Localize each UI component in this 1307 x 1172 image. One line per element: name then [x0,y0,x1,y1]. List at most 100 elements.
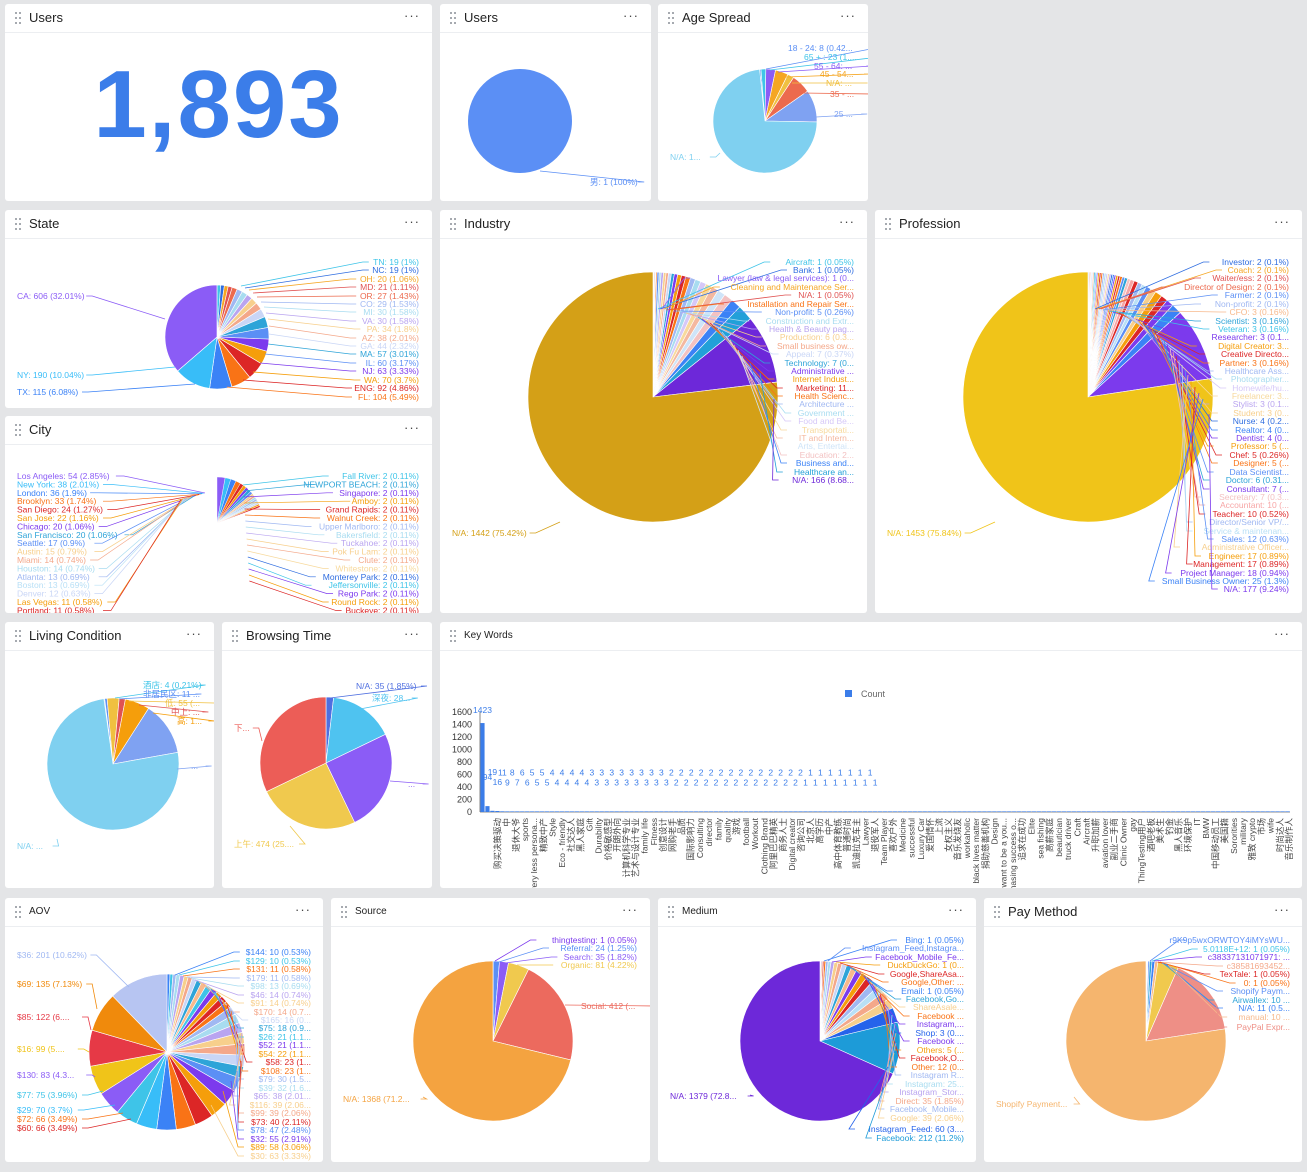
bar [1230,811,1235,812]
medium-pie-chart[interactable]: Bing: 1 (0.05%)Instagram_Feed,Instagra..… [658,927,976,1162]
x-tick-label: aviation lover [1100,818,1110,868]
bar [525,811,530,812]
profession-pie-chart[interactable]: Investor: 2 (0.1%)Coach: 2 (0.1%)Waiter/… [875,239,1302,613]
more-options-icon[interactable]: ··· [404,8,420,23]
label-line [90,492,203,495]
drag-handle-icon[interactable] [450,12,458,24]
more-options-icon[interactable]: ··· [948,902,964,917]
card-header: Industry ··· [440,210,867,239]
state-pie-chart[interactable]: TN: 19 (1%)NC: 19 (1%)OH: 20 (1.06%)MD: … [5,239,432,408]
users-pie-chart[interactable]: 男: 1 (100%) [440,33,651,201]
city-pie-chart[interactable]: Los Angeles: 54 (2.85%)New York: 38 (2.0… [5,445,432,613]
data-label: OR: 27 (1.43%) [360,291,419,301]
pay-method-pie-chart[interactable]: r9K9p5wxORWTOY4iMYsWU...5.0118E+12: 1 (0… [984,927,1302,1162]
more-options-icon[interactable]: ··· [186,626,202,641]
data-label: Director/Senior VP/... [1209,517,1289,527]
data-label: Digital Creator: 3... [1218,341,1289,351]
more-options-icon[interactable]: ··· [404,420,420,435]
city-label: NEWPORT BEACH: 2 (0.11%) [303,479,419,489]
y-tick-label: 1600 [452,707,472,717]
label-line [855,969,906,1008]
x-tick-label: 市场 [1256,818,1266,835]
more-options-icon[interactable]: ··· [840,8,856,23]
data-label: Waiter/ess: 2 (0.1%) [1212,273,1289,283]
label-line [389,780,429,785]
y-tick-label: 600 [457,770,472,780]
drag-handle-icon[interactable] [15,12,23,24]
city-label: San Diego: 24 (1.27%) [17,505,103,515]
drag-handle-icon[interactable] [341,906,349,918]
browsing-time-pie-chart[interactable]: N/A: 35 (1.85%) 深夜: 28...... 上午: 474 (25..… [222,651,432,888]
card-header: Browsing Time ··· [222,622,432,651]
drag-handle-icon[interactable] [668,12,676,24]
bar [1166,811,1171,812]
label-line [194,979,244,996]
data-label: Photographer... [1231,374,1289,384]
x-tick-label: 高学历 [815,818,825,844]
bar [1027,811,1032,812]
label-line [848,1066,889,1130]
x-tick-label: IT [1192,818,1202,826]
more-options-icon[interactable]: ··· [839,214,855,229]
bar [1131,811,1136,812]
y-tick-label: 1000 [452,745,472,755]
bar-value-label: 3 [649,767,654,777]
label-line [865,1086,885,1139]
label-line [659,269,787,310]
data-label: 酒店: 4 (0.21%) [143,680,202,690]
x-tick-label: 雅致 crypto [1247,818,1257,861]
bar [728,811,734,812]
x-tick-label: 黑人音乐 [1174,818,1184,853]
bar [1111,811,1116,812]
aov-pie-chart[interactable]: $144: 10 (0.53%)$129: 10 (0.53%)$131: 11… [5,927,323,1162]
data-label: $73: 40 (2.11%) [251,1117,311,1127]
more-options-icon[interactable]: ··· [1274,902,1290,917]
drag-handle-icon[interactable] [450,630,458,642]
data-label: 45 - 54... [820,69,854,79]
drag-handle-icon[interactable] [232,630,240,642]
label-line [152,712,214,722]
more-options-icon[interactable]: ··· [404,626,420,641]
data-label: Production: 6 (0.3... [780,332,854,342]
data-label: Homewife/hu... [1232,383,1289,393]
age-spread-pie-chart[interactable]: 18 - 24: 8 (0.42...65 + : 23 (1....55 - … [658,33,868,201]
bar-value-label: 5 [545,777,550,787]
drag-handle-icon[interactable] [450,218,458,230]
more-options-icon[interactable]: ··· [1274,214,1290,229]
bar-value-label: 3 [589,767,594,777]
living-condition-pie-chart[interactable]: 酒店: 4 (0.21%)非居民区: 11 ...低: 55 (...中上: .… [5,651,214,888]
industry-pie-chart[interactable]: Aircraft: 1 (0.05%)Bank: 1 (0.05%)Lawyer… [440,239,867,613]
bar [713,811,719,812]
bar-value-label: 2 [743,777,748,787]
more-options-icon[interactable]: ··· [622,902,638,917]
drag-handle-icon[interactable] [885,218,893,230]
bar [594,811,599,812]
drag-handle-icon[interactable] [994,906,1002,918]
source-pie-chart[interactable]: thingtesting: 1 (0.05%)Referral: 24 (1.2… [331,927,650,1162]
more-options-icon[interactable]: ··· [1274,626,1290,641]
bar [942,811,947,812]
x-tick-label: director [704,818,714,847]
x-tick-label: 美国籍 [1220,818,1230,844]
x-tick-label: Fitness [649,818,659,845]
x-tick-label: 副业二手商 [1109,818,1119,861]
more-options-icon[interactable]: ··· [295,902,311,917]
bar-value-label: 5 [535,777,540,787]
bar-value-label: 11 [498,767,507,777]
data-label: FL: 104 (5.49%) [358,392,419,402]
more-options-icon[interactable]: ··· [404,214,420,229]
bar [877,811,883,812]
drag-handle-icon[interactable] [668,906,676,918]
label-line [138,704,209,713]
drag-handle-icon[interactable] [15,630,23,642]
drag-handle-icon[interactable] [15,424,23,436]
data-label: Sales: 12 (0.63%) [1221,534,1289,544]
more-options-icon[interactable]: ··· [623,8,639,23]
x-tick-label: sea fishing [1035,818,1045,859]
bar [1002,811,1007,812]
drag-handle-icon[interactable] [15,906,23,918]
x-tick-label: football [741,818,751,846]
drag-handle-icon[interactable] [15,218,23,230]
bar [1007,811,1012,812]
